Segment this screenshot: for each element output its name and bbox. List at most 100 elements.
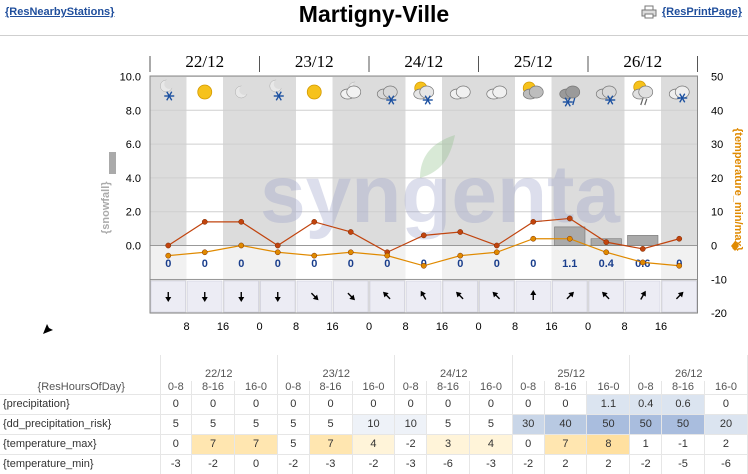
table-cell: 2	[544, 454, 588, 474]
hour-tick-label: 8	[183, 321, 189, 333]
table-cell: 50	[586, 414, 631, 435]
left-axis-label: {snowfall}	[100, 181, 112, 234]
table-cell: 30	[512, 414, 545, 435]
precip-value-label: 0	[165, 258, 171, 270]
nearby-stations-link[interactable]: {ResNearbyStations}	[5, 6, 115, 18]
precip-value-label: 0	[202, 258, 208, 270]
tmin-point	[347, 249, 354, 256]
table-cell: 50	[629, 414, 662, 435]
table-period-header: 16-0	[704, 381, 748, 395]
table-cell: 40	[544, 414, 588, 435]
wind-cell	[442, 280, 478, 313]
right-axis-tick: -20	[711, 308, 727, 320]
table-cell: 10	[394, 414, 428, 435]
right-axis-tick: 0	[711, 241, 717, 253]
precip-value-label: 0	[457, 258, 463, 270]
table-cell: -3	[394, 454, 428, 474]
right-axis-tick: 10	[711, 207, 723, 219]
table-period-header: 0-8	[160, 381, 193, 395]
table-period-header: 0-8	[277, 381, 310, 395]
table-row: {temperature_min} -3 -2 0 -2 -3 -2 -3 -6 -3 -2 2 2 -2…	[0, 454, 748, 474]
table-cell: 2	[586, 454, 631, 474]
snow-cloud-icon	[376, 85, 398, 105]
table-row-label: {precipitation}	[0, 394, 161, 415]
table-cell: 0	[191, 394, 236, 415]
left-axis-tick: 2.0	[126, 207, 141, 219]
tmax-point	[566, 215, 573, 222]
precip-value-label: 0	[494, 258, 500, 270]
table-cell: 4	[469, 434, 513, 455]
cloud-moon-icon	[340, 81, 363, 100]
table-period-header: 0-8	[394, 381, 428, 395]
hour-tick-label: 0	[585, 321, 591, 333]
wind-arrow-icon	[566, 291, 574, 300]
printer-icon[interactable]	[641, 5, 657, 19]
hour-tick-label: 8	[293, 321, 299, 333]
table-cell: 7	[309, 434, 353, 455]
hour-tick-label: 8	[621, 321, 627, 333]
precip-value-label: 1.1	[562, 258, 577, 270]
table-cell: 5	[277, 434, 310, 455]
table-cell: -6	[426, 454, 470, 474]
wind-arrow-icon	[238, 292, 245, 302]
table-cell: 0.4	[629, 394, 662, 415]
table-cell: 0	[544, 394, 588, 415]
table-cell: 4	[352, 434, 396, 455]
table-cell: 8	[586, 434, 631, 455]
table-spacer	[512, 355, 631, 367]
left-axis-tick: 10.0	[120, 72, 141, 84]
precip-value-label: 0	[530, 258, 536, 270]
precip-value-label: 0	[311, 258, 317, 270]
table-cell: 0	[352, 394, 396, 415]
table-cell: 0	[234, 394, 278, 415]
sun-icon	[197, 84, 213, 100]
table-period-header: 0-8	[629, 381, 662, 395]
tmin-point	[457, 252, 464, 259]
table-period-header: 16-0	[469, 381, 513, 395]
table-cell: -2	[629, 454, 662, 474]
table-cell: -1	[661, 434, 705, 455]
tmin-point	[201, 249, 208, 256]
tmax-point	[530, 218, 537, 225]
print-page-link[interactable]: {ResPrintPage}	[661, 6, 742, 18]
precip-bar	[627, 235, 659, 246]
table-cell: 0	[309, 394, 353, 415]
table-period-header: 8-16	[661, 381, 705, 395]
tmax-point	[347, 229, 354, 235]
hour-tick-label: 16	[655, 321, 667, 333]
table-day-header: 26/12	[629, 367, 748, 381]
hour-tick-label: 8	[402, 321, 408, 333]
day-label: 26/12	[623, 52, 662, 71]
plot-frame	[149, 75, 698, 314]
tmax-point	[165, 242, 172, 249]
tmin-point	[165, 252, 172, 259]
table-cell: 5	[160, 414, 193, 435]
table-cell: -3	[160, 454, 193, 474]
table-cell: 0	[160, 434, 193, 455]
tmax-point	[639, 246, 646, 252]
wind-arrow-icon	[530, 290, 537, 300]
wind-arrow-icon	[310, 292, 319, 301]
table-cell: 0	[394, 394, 428, 415]
sun-cloud-snow-icon	[413, 81, 435, 105]
precip-value-label: 0	[384, 258, 390, 270]
compass-arrow-icon	[43, 322, 55, 334]
table-cell: 5	[309, 414, 353, 435]
tmin-point	[420, 262, 427, 269]
table-cell: 0	[512, 394, 545, 415]
table-cell: -2	[191, 454, 236, 474]
hour-tick-label: 0	[366, 321, 372, 333]
table-row: {precipitation} 0 0 0 0 0 0 0 0 0 0 0 1.1 0.4 0.6 0	[0, 394, 748, 415]
snow-rain-icon	[559, 85, 581, 107]
wind-arrow-icon	[602, 291, 610, 300]
cloud-icon	[486, 85, 508, 100]
table-cell: 1.1	[586, 394, 631, 415]
table-row: {dd_precipitation_risk} 5 5 5 5 5 10 10 5 5 30 40 50…	[0, 414, 748, 435]
station-title: Martigny-Ville	[298, 1, 450, 27]
table-row-label: {dd_precipitation_risk}	[0, 414, 161, 435]
table-cell: 3	[426, 434, 470, 455]
table-cell: -3	[309, 454, 353, 474]
table-cell: 0	[234, 454, 278, 474]
table-period-header: 8-16	[191, 381, 236, 395]
table-period-header: 16-0	[586, 381, 631, 395]
